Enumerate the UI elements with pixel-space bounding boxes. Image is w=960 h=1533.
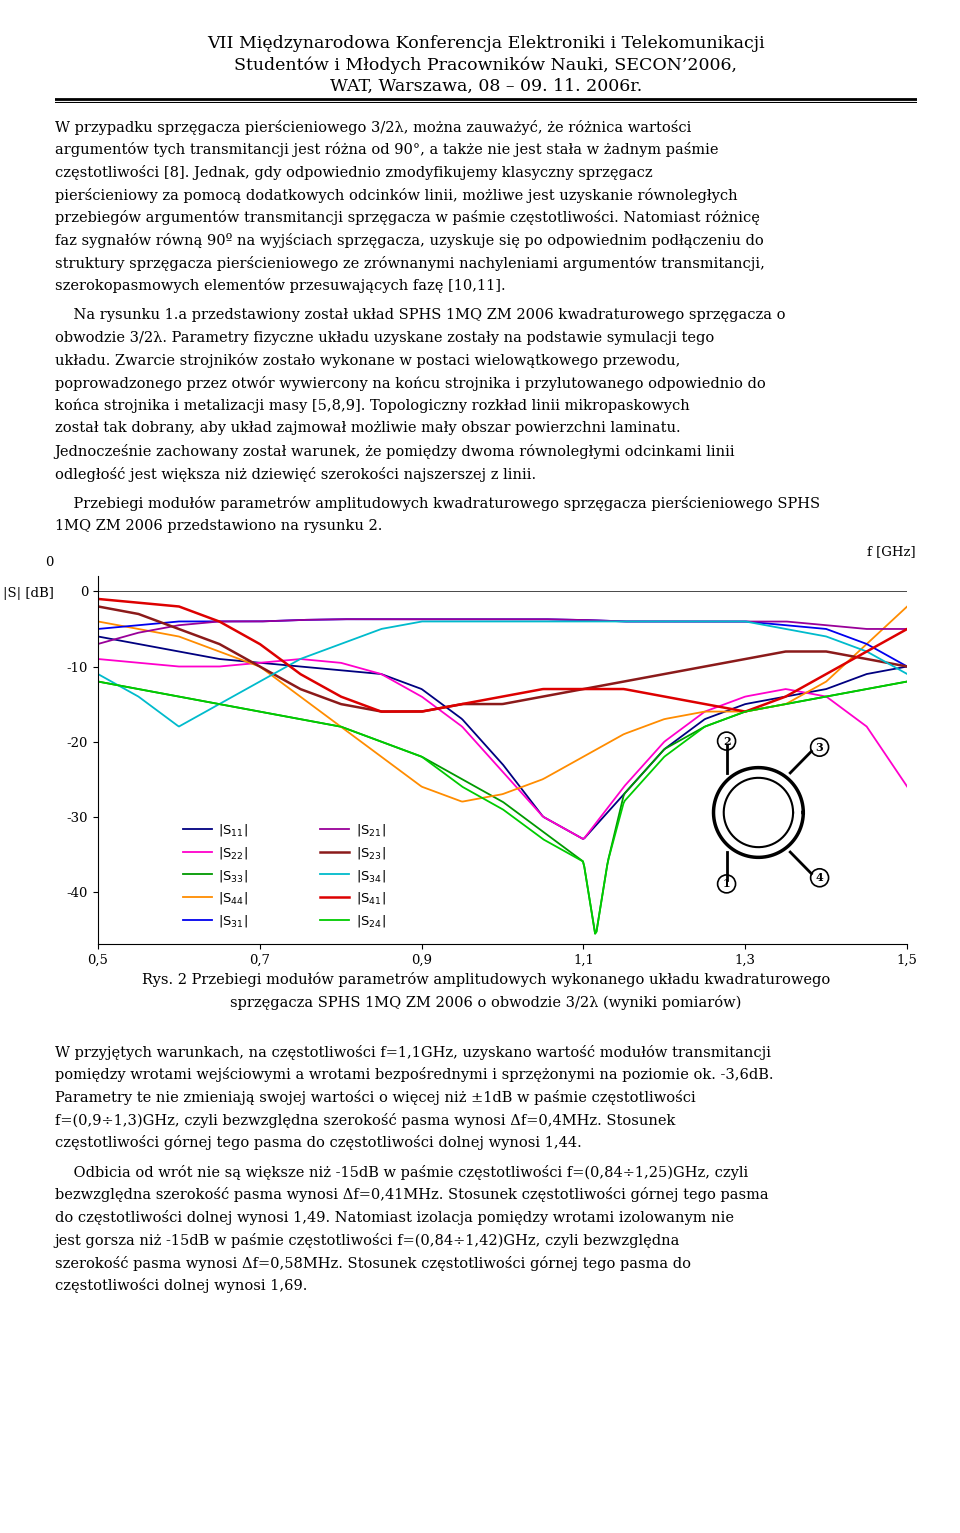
Text: 1MQ ZM 2006 przedstawiono na rysunku 2.: 1MQ ZM 2006 przedstawiono na rysunku 2. [55,518,382,533]
Text: argumentów tych transmitancji jest różna od 90°, a także nie jest stała w żadnym: argumentów tych transmitancji jest różna… [55,143,718,158]
Text: VII Międzynarodowa Konferencja Elektroniki i Telekomunikacji: VII Międzynarodowa Konferencja Elektroni… [207,35,764,52]
Text: 4: 4 [816,872,824,883]
Text: obwodzie 3/2λ. Parametry fizyczne układu uzyskane zostały na podstawie symulacji: obwodzie 3/2λ. Parametry fizyczne układu… [55,331,714,345]
Text: odległość jest większa niż dziewięć szerokości najszerszej z linii.: odległość jest większa niż dziewięć szer… [55,466,536,481]
Text: 2: 2 [723,736,731,747]
Text: WAT, Warszawa, 08 – 09. 11. 2006r.: WAT, Warszawa, 08 – 09. 11. 2006r. [329,78,642,95]
Text: pomiędzy wrotami wejściowymi a wrotami bezpośrednymi i sprzężonymi na poziomie o: pomiędzy wrotami wejściowymi a wrotami b… [55,1067,773,1082]
Text: poprowadzonego przez otwór wywiercony na końcu strojnika i przylutowanego odpowi: poprowadzonego przez otwór wywiercony na… [55,376,765,391]
Text: Odbicia od wrót nie są większe niż -15dB w paśmie częstotliwości f=(0,84÷1,25)GH: Odbicia od wrót nie są większe niż -15dB… [55,1165,748,1180]
Text: struktury sprzęgacza pierścieniowego ze zrównanymi nachyleniami argumentów trans: struktury sprzęgacza pierścieniowego ze … [55,256,764,271]
Text: 3: 3 [816,742,824,753]
Text: szerokopasmowych elementów przesuwających fazę [10,11].: szerokopasmowych elementów przesuwającyc… [55,279,505,293]
Text: Parametry te nie zmieniają swojej wartości o więcej niż ±1dB w paśmie częstotliw: Parametry te nie zmieniają swojej wartoś… [55,1090,695,1105]
Text: do częstotliwości dolnej wynosi 1,49. Natomiast izolacja pomiędzy wrotami izolow: do częstotliwości dolnej wynosi 1,49. Na… [55,1210,733,1225]
Text: Rys. 2 Przebiegi modułów parametrów amplitudowych wykonanego układu kwadraturowe: Rys. 2 Przebiegi modułów parametrów ampl… [142,972,829,987]
Text: Studentów i Młodych Pracowników Nauki, SECON’2006,: Studentów i Młodych Pracowników Nauki, S… [234,57,737,74]
Text: Jednocześnie zachowany został warunek, że pomiędzy dwoma równoległymi odcinkami : Jednocześnie zachowany został warunek, ż… [55,445,735,458]
Text: częstotliwości górnej tego pasma do częstotliwości dolnej wynosi 1,44.: częstotliwości górnej tego pasma do częs… [55,1136,582,1150]
Text: szerokość pasma wynosi Δf=0,58MHz. Stosunek częstotliwości górnej tego pasma do: szerokość pasma wynosi Δf=0,58MHz. Stosu… [55,1256,691,1271]
Text: 0: 0 [45,556,54,569]
Text: jest gorsza niż -15dB w paśmie częstotliwości f=(0,84÷1,42)GHz, czyli bezwzględn: jest gorsza niż -15dB w paśmie częstotli… [55,1233,680,1248]
Text: faz sygnałów równą 90º na wyjściach sprzęgacza, uzyskuje się po odpowiednim podł: faz sygnałów równą 90º na wyjściach sprz… [55,233,763,248]
Text: Na rysunku 1.a przedstawiony został układ SPHS 1MQ ZM 2006 kwadraturowego sprzęg: Na rysunku 1.a przedstawiony został ukła… [55,308,785,322]
Text: f=(0,9÷1,3)GHz, czyli bezwzględna szerokość pasma wynosi Δf=0,4MHz. Stosunek: f=(0,9÷1,3)GHz, czyli bezwzględna szerok… [55,1113,675,1128]
Text: został tak dobrany, aby układ zajmował możliwie mały obszar powierzchni laminatu: został tak dobrany, aby układ zajmował m… [55,422,681,435]
Text: przebiegów argumentów transmitancji sprzęgacza w paśmie częstotliwości. Natomias: przebiegów argumentów transmitancji sprz… [55,210,759,225]
Text: |S| [dB]: |S| [dB] [3,587,54,601]
Text: W przyjętych warunkach, na częstotliwości f=1,1GHz, uzyskano wartość modułów tra: W przyjętych warunkach, na częstotliwośc… [55,1044,771,1059]
Text: częstotliwości [8]. Jednak, gdy odpowiednio zmodyfikujemy klasyczny sprzęgacz: częstotliwości [8]. Jednak, gdy odpowied… [55,166,653,179]
Text: f [GHz]: f [GHz] [867,546,915,558]
Text: częstotliwości dolnej wynosi 1,69.: częstotliwości dolnej wynosi 1,69. [55,1279,307,1294]
Text: Przebiegi modułów parametrów amplitudowych kwadraturowego sprzęgacza pierścienio: Przebiegi modułów parametrów amplitudowy… [55,497,820,510]
Text: układu. Zwarcie strojników zostało wykonane w postaci wielowątkowego przewodu,: układu. Zwarcie strojników zostało wykon… [55,353,680,368]
Text: końca strojnika i metalizacji masy [5,8,9]. Topologiczny rozkład linii mikropask: końca strojnika i metalizacji masy [5,8,… [55,399,689,412]
Text: pierścieniowy za pomocą dodatkowych odcinków linii, możliwe jest uzyskanie równo: pierścieniowy za pomocą dodatkowych odci… [55,187,737,202]
Text: 1: 1 [723,878,731,889]
Legend: |S$_{21}$|, |S$_{23}$|, |S$_{34}$|, |S$_{41}$|, |S$_{24}$|: |S$_{21}$|, |S$_{23}$|, |S$_{34}$|, |S$_… [315,817,391,934]
Text: W przypadku sprzęgacza pierścieniowego 3/2λ, można zauważyć, że różnica wartości: W przypadku sprzęgacza pierścieniowego 3… [55,120,691,135]
Text: bezwzględna szerokość pasma wynosi Δf=0,41MHz. Stosunek częstotliwości górnej te: bezwzględna szerokość pasma wynosi Δf=0,… [55,1188,768,1202]
Text: sprzęgacza SPHS 1MQ ZM 2006 o obwodzie 3/2λ (wyniki pomiarów): sprzęgacza SPHS 1MQ ZM 2006 o obwodzie 3… [230,995,741,1010]
